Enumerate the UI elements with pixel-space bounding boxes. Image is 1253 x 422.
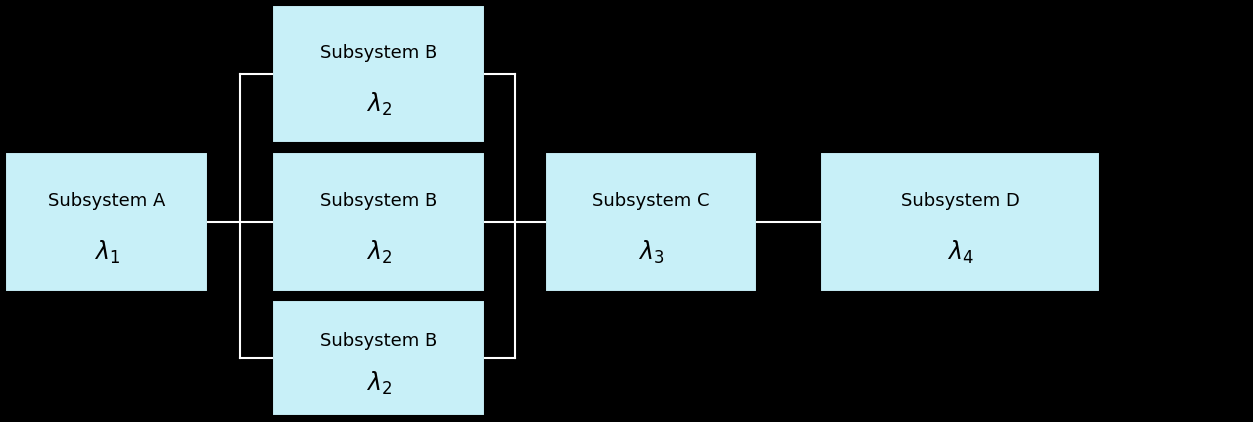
FancyBboxPatch shape: [272, 5, 485, 143]
Text: Subsystem A: Subsystem A: [48, 192, 165, 210]
FancyBboxPatch shape: [272, 152, 485, 292]
Text: Subsystem C: Subsystem C: [593, 192, 709, 210]
Text: Subsystem D: Subsystem D: [901, 192, 1020, 210]
Text: Subsystem B: Subsystem B: [320, 44, 437, 62]
Text: $\lambda_2$: $\lambda_2$: [366, 239, 391, 266]
Text: Subsystem B: Subsystem B: [320, 192, 437, 210]
FancyBboxPatch shape: [819, 152, 1100, 292]
Text: $\lambda_2$: $\lambda_2$: [366, 91, 391, 118]
FancyBboxPatch shape: [5, 152, 208, 292]
FancyBboxPatch shape: [545, 152, 757, 292]
FancyBboxPatch shape: [272, 300, 485, 416]
Text: $\lambda_2$: $\lambda_2$: [366, 370, 391, 397]
Text: $\lambda_1$: $\lambda_1$: [94, 239, 119, 266]
Text: $\lambda_3$: $\lambda_3$: [638, 239, 664, 266]
Text: $\lambda_4$: $\lambda_4$: [947, 239, 974, 266]
Text: Subsystem B: Subsystem B: [320, 332, 437, 349]
